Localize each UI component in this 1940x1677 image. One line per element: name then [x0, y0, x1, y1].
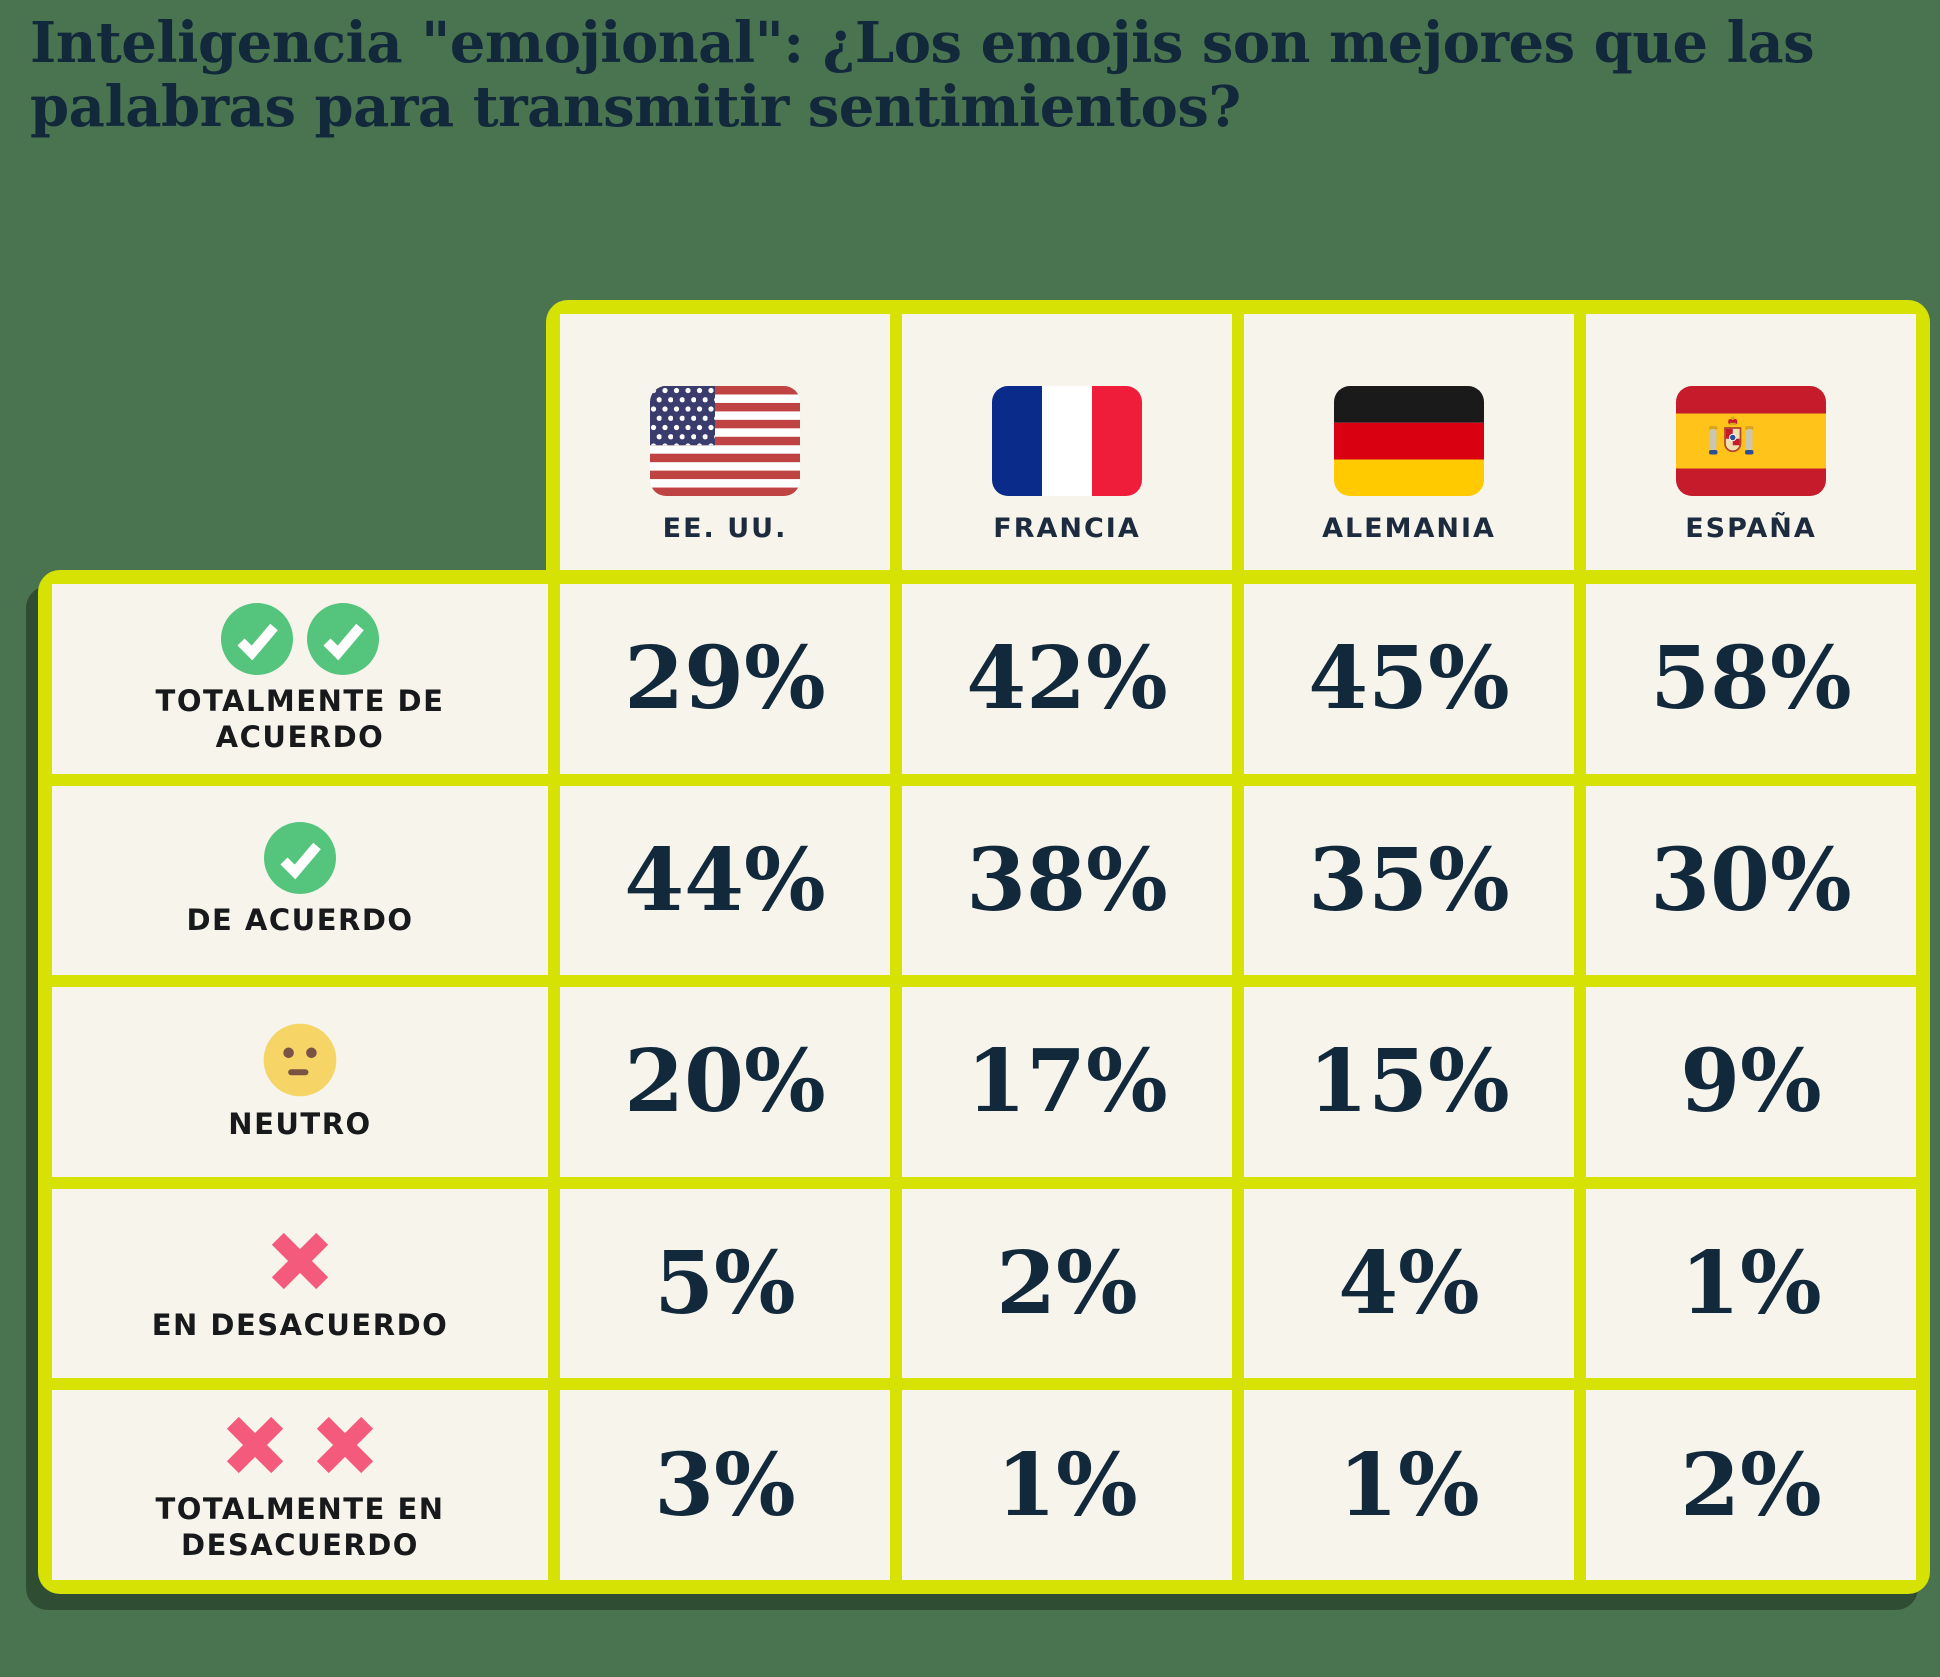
column-header-row: EE. UU. FRANCIA ALEMANIA	[546, 300, 1930, 584]
row-label-text: DE ACUERDO	[186, 903, 414, 938]
row-label-text: TOTALMENTE EN DESACUERDO	[155, 1491, 445, 1563]
double-check-icons	[221, 602, 379, 675]
usa-flag-icon	[650, 386, 800, 496]
row-label-de-acuerdo: DE ACUERDO	[52, 785, 548, 976]
cross-icon	[271, 1233, 329, 1290]
check-icon	[264, 822, 336, 895]
cross-icons	[262, 1223, 338, 1299]
value-cell: 42%	[902, 584, 1232, 774]
row-label-text: NEUTRO	[228, 1106, 372, 1141]
row-label-totalmente-de-acuerdo: TOTALMENTE DE ACUERDO	[52, 584, 548, 774]
value-cell: 20%	[560, 987, 890, 1177]
value-cell: 2%	[902, 1188, 1232, 1379]
data-table: TOTALMENTE DE ACUERDO 29% 42% 45% 58% DE…	[38, 570, 1930, 1594]
column-header-francia: FRANCIA	[902, 314, 1232, 570]
value-cell: 58%	[1586, 584, 1916, 774]
cross-icon	[226, 1416, 284, 1474]
neutral-face-icon	[263, 1023, 337, 1097]
value-cell: 15%	[1244, 987, 1574, 1177]
double-cross-icons	[217, 1407, 383, 1483]
column-header-label: ALEMANIA	[1322, 513, 1496, 544]
value-cell: 5%	[560, 1188, 890, 1379]
column-header-label: FRANCIA	[993, 513, 1141, 544]
value-cell: 1%	[1586, 1188, 1916, 1379]
check-icon	[221, 602, 293, 675]
column-header-label: EE. UU.	[662, 513, 788, 544]
row-label-en-desacuerdo: EN DESACUERDO	[52, 1188, 548, 1379]
value-cell: 29%	[560, 584, 890, 774]
value-cell: 1%	[902, 1390, 1232, 1580]
column-header-label: ESPAÑA	[1685, 513, 1817, 544]
value-cell: 38%	[902, 785, 1232, 976]
row-label-neutro: NEUTRO	[52, 987, 548, 1177]
value-cell: 44%	[560, 785, 890, 976]
column-header-espana: ESPAÑA	[1586, 314, 1916, 570]
cross-icon	[316, 1416, 374, 1474]
value-cell: 2%	[1586, 1390, 1916, 1580]
check-icons	[264, 822, 336, 895]
germany-flag-icon	[1334, 386, 1484, 496]
value-cell: 45%	[1244, 584, 1574, 774]
page-title: Inteligencia "emojional": ¿Los emojis so…	[30, 10, 1815, 140]
value-cell: 30%	[1586, 785, 1916, 976]
row-label-totalmente-en-desacuerdo: TOTALMENTE EN DESACUERDO	[52, 1390, 548, 1580]
check-icon	[307, 602, 379, 675]
column-header-alemania: ALEMANIA	[1244, 314, 1574, 570]
value-cell: 35%	[1244, 785, 1574, 976]
value-cell: 4%	[1244, 1188, 1574, 1379]
row-label-text: TOTALMENTE DE ACUERDO	[155, 683, 445, 754]
spain-flag-icon	[1676, 386, 1826, 496]
value-cell: 3%	[560, 1390, 890, 1580]
france-flag-icon	[992, 386, 1142, 496]
neutral-face-icons	[262, 1022, 338, 1098]
value-cell: 9%	[1586, 987, 1916, 1177]
column-header-usa: EE. UU.	[560, 314, 890, 570]
value-cell: 17%	[902, 987, 1232, 1177]
value-cell: 1%	[1244, 1390, 1574, 1580]
row-label-text: EN DESACUERDO	[151, 1308, 449, 1343]
